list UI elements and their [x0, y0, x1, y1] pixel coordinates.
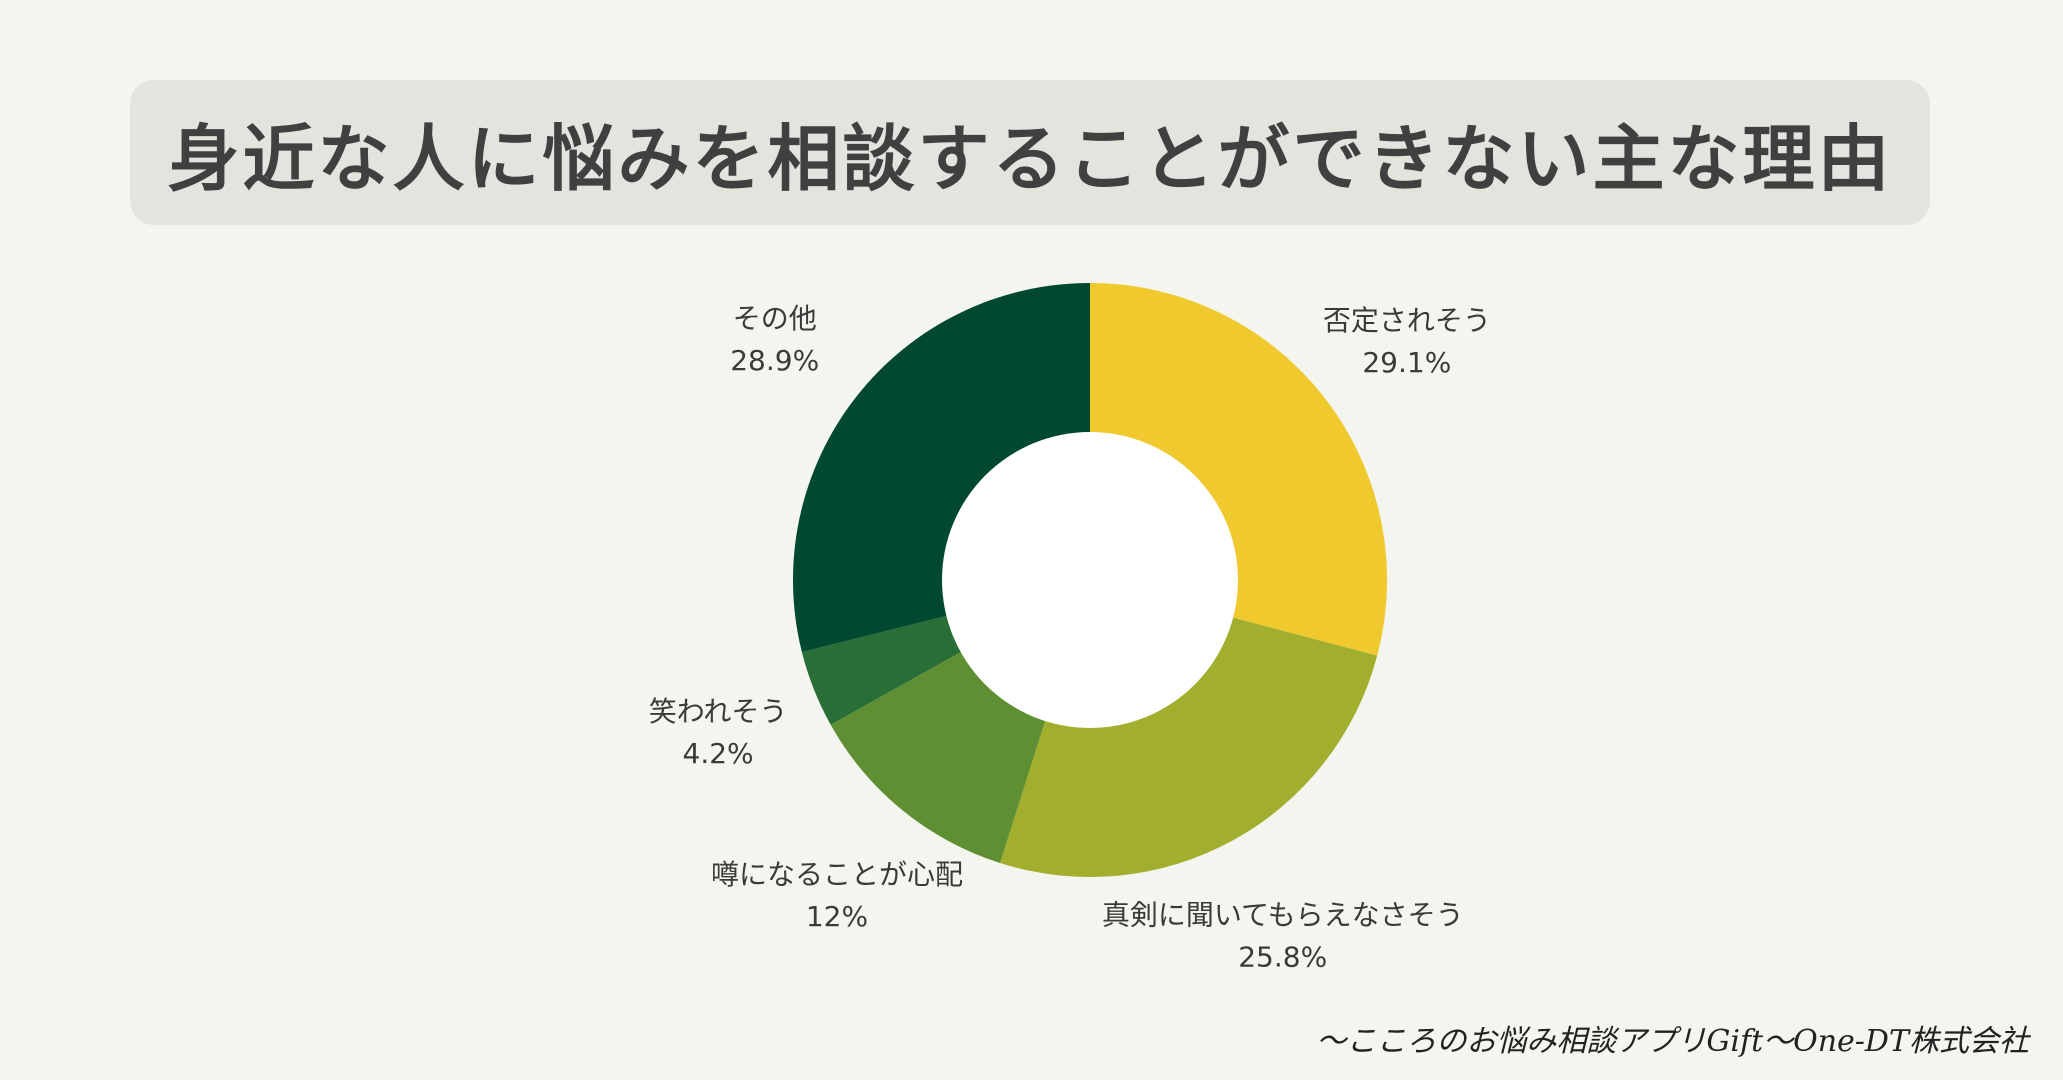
slice-value-1: 25.8%: [1238, 941, 1327, 974]
slice-labels: 否定されそう 29.1% 真剣に聞いてもらえなさそう 25.8% 噂になることが心配 12…: [649, 302, 1491, 974]
slice-label-3: 笑われそう: [649, 695, 788, 728]
chart-title: 身近な人に悩みを相談することができない主な理由: [167, 117, 1893, 201]
donut-hole: [942, 432, 1238, 728]
slice-value-0: 29.1%: [1362, 346, 1451, 379]
slice-label-4: その他: [733, 302, 817, 335]
slice-value-4: 28.9%: [730, 344, 819, 377]
slice-label-2: 噂になることが心配: [711, 858, 963, 891]
slice-label-1: 真剣に聞いてもらえなさそう: [1102, 899, 1464, 932]
source-credit: ～こころのお悩み相談アプリGift～One-DT株式会社: [1316, 1024, 2029, 1059]
slice-value-2: 12%: [806, 900, 868, 933]
chart-title-box: 身近な人に悩みを相談することができない主な理由: [130, 80, 1930, 225]
slice-label-0: 否定されそう: [1323, 304, 1491, 337]
slice-value-3: 4.2%: [683, 737, 754, 770]
